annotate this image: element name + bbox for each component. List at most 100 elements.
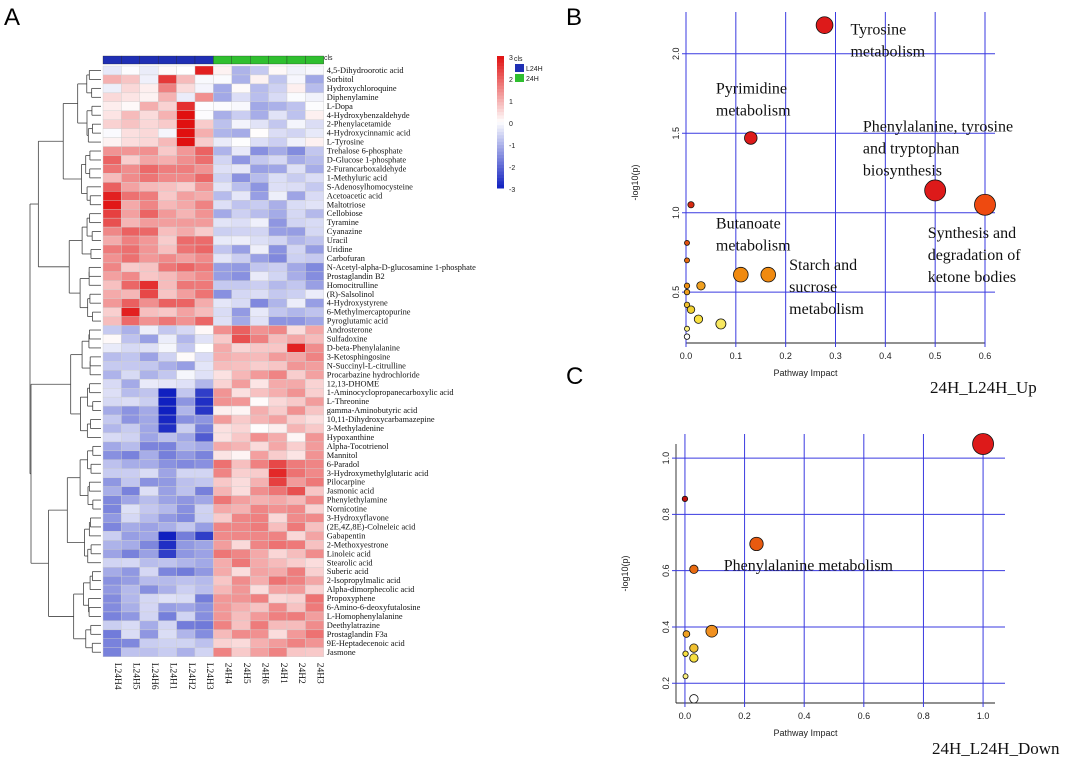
- heatmap-cell: [102, 298, 122, 308]
- heatmap-cell: [213, 244, 232, 255]
- heatmap-cell: [213, 343, 232, 353]
- heatmap-cell: [249, 450, 269, 461]
- heatmap-cell: [176, 513, 196, 523]
- heatmap-cell: [305, 647, 324, 657]
- heatmap-cell: [305, 226, 324, 237]
- heatmap-cell: [286, 316, 306, 326]
- heatmap-cell: [102, 65, 122, 76]
- heatmap-cell: [121, 101, 141, 111]
- heatmap-cell: [121, 513, 141, 523]
- heatmap-cell: [249, 65, 269, 76]
- heatmap-cell: [157, 370, 177, 380]
- heatmap-cell: [176, 83, 196, 94]
- plot-up-pathway-annotation: Phenylalanine, tyrosine: [863, 119, 1013, 136]
- heatmap-cell: [268, 307, 288, 317]
- scale-gradient-step: [497, 79, 504, 83]
- heatmap-cell: [268, 119, 288, 129]
- heatmap-cell: [231, 450, 251, 461]
- heatmap-cell: [121, 567, 141, 577]
- scale-tick-label: -1: [509, 143, 515, 150]
- heatmap-cell: [157, 558, 177, 568]
- heatmap-cell: [176, 208, 196, 219]
- scale-gradient-step: [497, 82, 504, 87]
- heatmap-cell: [176, 253, 196, 264]
- heatmap-cell: [268, 584, 288, 595]
- scale-gradient-step: [497, 184, 504, 189]
- heatmap-cell: [231, 611, 251, 622]
- heatmap-cell: [305, 128, 324, 138]
- heatmap-cell: [157, 459, 177, 469]
- heatmap-cell: [305, 629, 324, 639]
- heatmap-cell: [157, 513, 177, 523]
- heatmap-cell: [268, 173, 288, 183]
- metabolite-label: D-beta-Phenylalanine: [327, 343, 400, 352]
- heatmap-cell: [231, 217, 251, 228]
- scale-gradient-step: [497, 115, 504, 120]
- heatmap-cell: [194, 191, 214, 201]
- plot-up-x-tick-label: 0.4: [879, 351, 892, 361]
- heatmap-cell: [305, 558, 324, 568]
- heatmap-cell: [102, 92, 122, 102]
- heatmap-cell: [249, 647, 269, 657]
- heatmap-cell: [305, 74, 324, 85]
- scale-gradient-step: [497, 105, 504, 110]
- scale-gradient-step: [497, 158, 504, 163]
- heatmap-cell: [121, 137, 141, 147]
- heatmap-cell: [249, 441, 269, 452]
- legend-cls-label: cls: [514, 56, 523, 63]
- heatmap-cell: [213, 405, 232, 416]
- scale-gradient-step: [497, 59, 504, 64]
- heatmap-cell: [194, 280, 214, 290]
- heatmap-cell: [157, 289, 177, 299]
- heatmap-cell: [231, 92, 251, 102]
- heatmap-cell: [157, 450, 177, 461]
- heatmap-cell: [286, 486, 306, 496]
- heatmap-cell: [286, 182, 306, 192]
- heatmap-cell: [268, 137, 288, 147]
- plot-up-pathway-point: [974, 193, 996, 216]
- heatmap-cell: [194, 361, 214, 371]
- heatmap-cell: [286, 110, 306, 120]
- heatmap-cell: [157, 307, 177, 317]
- metabolite-label: Uridine: [327, 245, 353, 254]
- plot-up-y-tick-label: 1.5: [671, 127, 681, 140]
- heatmap-cell: [176, 244, 196, 255]
- metabolite-label: Phenylethylamine: [327, 496, 388, 505]
- heatmap-cell: [305, 146, 324, 156]
- heatmap-cell: [268, 414, 288, 425]
- heatmap-cell: [139, 468, 159, 478]
- plot-up-x-tick-label: 0.6: [979, 351, 992, 361]
- metabolite-label: (R)-Salsolinol: [327, 290, 375, 299]
- heatmap-cell: [176, 611, 196, 622]
- heatmap-cell: [286, 352, 306, 362]
- heatmap-cell: [194, 379, 214, 389]
- heatmap-cell: [157, 74, 177, 85]
- plot-up-pathway-point: [684, 239, 690, 246]
- heatmap-cell: [139, 620, 159, 631]
- class-bar-cell: [121, 55, 140, 65]
- heatmap-cell: [268, 540, 288, 550]
- heatmap-cell: [139, 638, 159, 648]
- heatmap-cell: [121, 647, 141, 657]
- plot-up-y-axis-label: -log10(p): [630, 164, 640, 200]
- heatmap-cell: [176, 65, 196, 76]
- heatmap-cell: [139, 396, 159, 407]
- heatmap-cell: [305, 540, 324, 550]
- heatmap-cell: [213, 611, 232, 622]
- scale-tick-label: 3: [509, 55, 513, 62]
- heatmap-cell: [286, 540, 306, 550]
- heatmap-cell: [249, 307, 269, 317]
- heatmap-cell: [102, 540, 122, 550]
- heatmap-cell: [139, 200, 159, 210]
- sample-label: 24H5: [241, 663, 251, 684]
- heatmap-cell: [157, 361, 177, 371]
- heatmap-cell: [176, 101, 196, 111]
- metabolite-label: Jasmonic acid: [327, 487, 375, 496]
- heatmap-cell: [305, 361, 324, 371]
- heatmap-cell: [121, 173, 141, 183]
- heatmap-cell: [139, 343, 159, 353]
- heatmap-cell: [121, 307, 141, 317]
- plot-up-pathway-point: [924, 179, 947, 202]
- scale-gradient-step: [497, 171, 504, 176]
